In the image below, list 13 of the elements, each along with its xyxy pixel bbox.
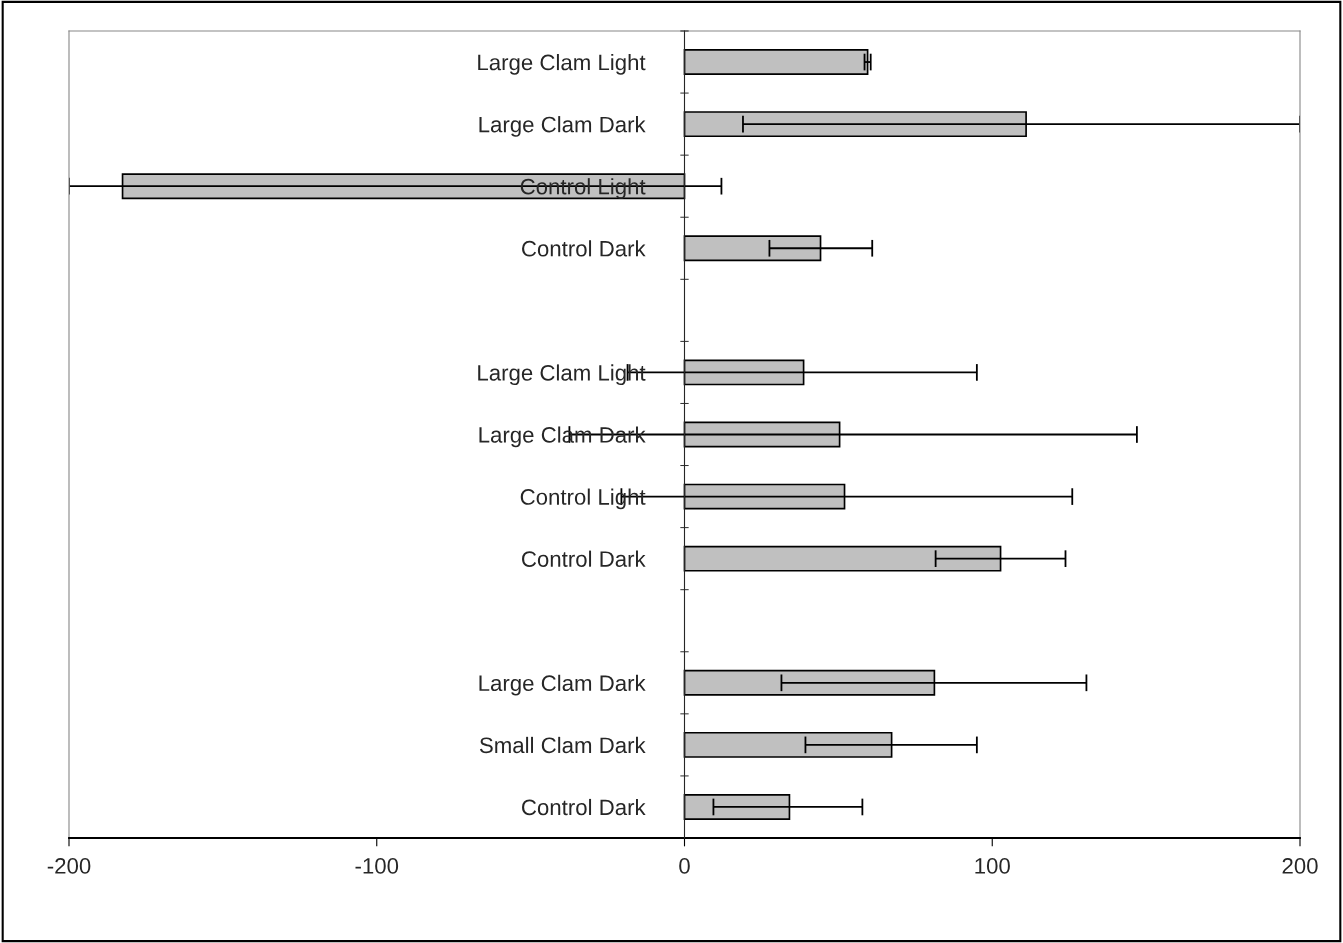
x-tick-label: 200: [1282, 858, 1318, 874]
y-tick-label: Large Clam Light: [478, 53, 646, 75]
x-tick-label: -100: [355, 858, 399, 874]
x-tick-label: 0: [679, 858, 690, 874]
bar: [683, 49, 869, 75]
y-tick-label: Large Clam Dark: [479, 116, 646, 137]
y-tick-label: Control Dark: [522, 240, 646, 257]
y-tick-label: Small Clam Dark: [479, 736, 646, 754]
x-tick-label: 100: [975, 858, 1010, 874]
y-tick-label: Control Dark: [522, 550, 646, 567]
y-tick-label: Control Dark: [522, 798, 646, 816]
x-tick-label: -200: [47, 858, 91, 874]
y-tick-label: Large Clam Dark: [479, 674, 646, 696]
